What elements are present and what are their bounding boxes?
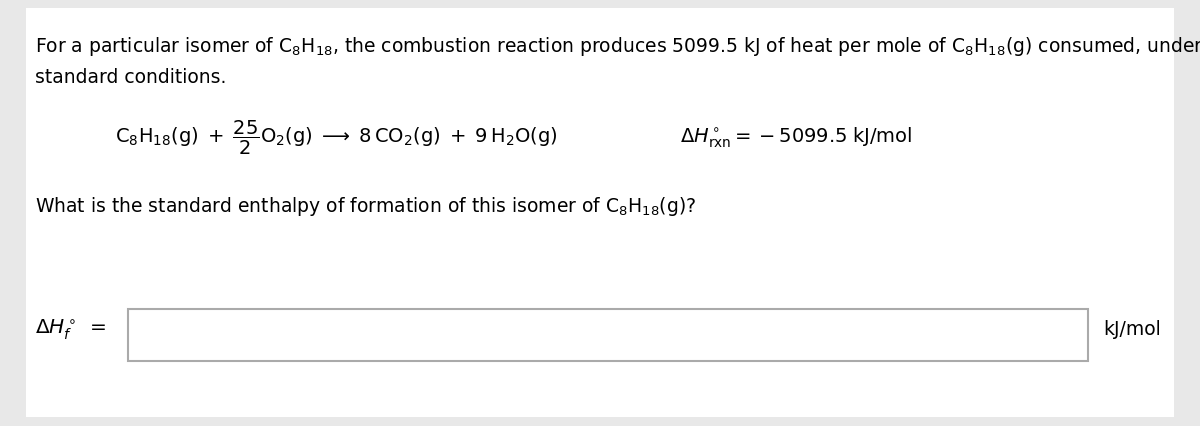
Text: For a particular isomer of $\mathrm{C_8H_{18}}$, the combustion reaction produce: For a particular isomer of $\mathrm{C_8H… (35, 35, 1200, 58)
Text: standard conditions.: standard conditions. (35, 68, 227, 87)
Text: $\mathrm{C_8H_{18}(g)\;+\;\dfrac{25}{2}O_2(g)\;\longrightarrow\;8\,CO_2(g)\;+\;9: $\mathrm{C_8H_{18}(g)\;+\;\dfrac{25}{2}O… (115, 119, 558, 157)
Bar (128, 309, 1088, 361)
Text: $\Delta H^\circ_f\; =$: $\Delta H^\circ_f\; =$ (35, 317, 106, 341)
Text: $\Delta H^\circ_{\mathrm{rxn}} = -5099.5\;\mathrm{kJ/mol}$: $\Delta H^\circ_{\mathrm{rxn}} = -5099.5… (680, 125, 912, 150)
Text: What is the standard enthalpy of formation of this isomer of $\mathrm{C_8H_{18}}: What is the standard enthalpy of formati… (35, 195, 696, 218)
Text: kJ/mol: kJ/mol (1103, 320, 1160, 339)
